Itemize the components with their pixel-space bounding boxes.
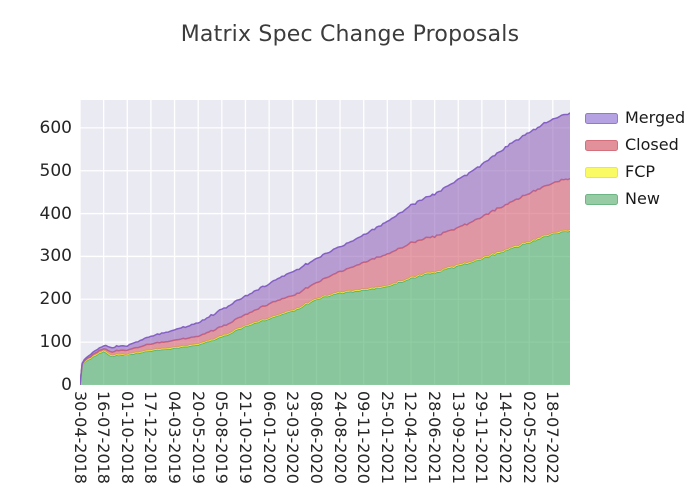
legend-item-new: New [585,190,685,208]
legend-label: Closed [625,135,679,154]
chart-title: Matrix Spec Change Proposals [180,22,520,47]
closed-swatch-icon [585,139,618,151]
x-tick-label: 09-11-2020 [354,391,374,484]
y-tick-label: 100 [39,332,72,353]
legend-label: Merged [625,108,686,127]
y-tick-label: 200 [39,289,72,310]
x-tick-label: 21-10-2019 [235,391,255,484]
legend: Merged Closed FCP New [585,109,685,217]
x-tick-label: 02-05-2022 [519,391,539,484]
x-tick-label: 29-11-2021 [472,391,492,484]
series-edge-merged [80,112,570,385]
legend-item-fcp: FCP [585,163,685,181]
x-tick-label: 28-06-2021 [425,391,445,484]
x-tick-label: 01-10-2018 [117,391,137,484]
y-tick-label: 600 [39,117,72,138]
x-tick-label: 30-04-2018 [70,391,90,484]
x-tick-label: 06-01-2020 [259,391,279,484]
x-tick-label: 12-04-2021 [401,391,421,484]
x-tick-label: 16-07-2018 [94,391,114,484]
x-tick-label: 20-05-2019 [188,391,208,484]
x-tick-label: 24-08-2020 [330,391,350,484]
legend-item-merged: Merged [585,109,685,127]
series-area-merged [80,112,570,385]
x-tick-label: 18-07-2022 [543,391,563,484]
fcp-swatch-icon [585,166,618,178]
x-tick-label: 25-01-2021 [377,391,397,484]
merged-swatch-icon [585,112,618,124]
stacked-area-chart [80,100,570,385]
x-tick-label: 13-09-2021 [448,391,468,484]
y-tick-label: 500 [39,160,72,181]
y-tick-label: 400 [39,203,72,224]
x-tick-label: 23-03-2020 [283,391,303,484]
series-area-closed [80,178,570,385]
new-swatch-icon [585,193,618,205]
legend-label: New [625,189,660,208]
x-tick-label: 05-08-2019 [212,391,232,484]
series-area-new [80,230,570,385]
x-tick-label: 14-02-2022 [496,391,516,484]
x-tick-label: 08-06-2020 [306,391,326,484]
legend-label: FCP [625,162,656,181]
y-tick-label: 0 [61,375,72,395]
x-tick-label: 04-03-2019 [165,391,185,484]
plot-area [80,100,570,385]
x-tick-label: 17-12-2018 [141,391,161,484]
y-tick-label: 300 [39,246,72,267]
legend-item-closed: Closed [585,136,685,154]
